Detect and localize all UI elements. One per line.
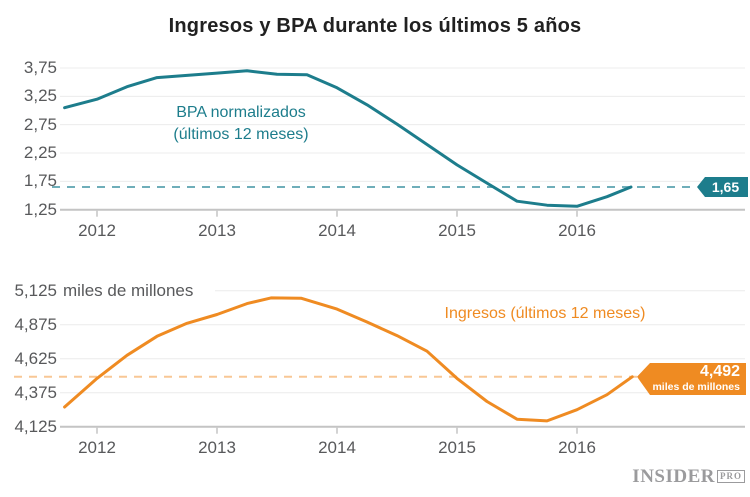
ingresos-series-annotation: Ingresos (últimos 12 meses) [433, 303, 657, 325]
bpa-x-tick-label: 2014 [318, 220, 356, 240]
bpa-x-tick-label: 2013 [198, 220, 236, 240]
ingresos-x-tick-label: 2013 [198, 437, 236, 457]
ingresos-annotation-line1: Ingresos (últimos 12 meses) [444, 305, 646, 322]
ingresos-x-tick-label: 2014 [318, 437, 356, 457]
bpa-marker-tag [697, 177, 748, 198]
bpa-y-tick-label: 3,75 [23, 58, 57, 77]
ingresos-x-tick-label: 2012 [78, 437, 116, 457]
ingresos-y-axis-unit: miles de millones [63, 280, 194, 300]
ingresos-x-tick-label: 2015 [438, 437, 476, 457]
ingresos-marker-tag [637, 363, 746, 395]
ingresos-x-tick-label: 2016 [558, 437, 596, 457]
bpa-x-tick-label: 2012 [78, 220, 116, 240]
bpa-annotation-line2: (últimos 12 meses) [173, 126, 309, 143]
bpa-x-tick-label: 2015 [438, 220, 476, 240]
bpa-y-tick-label: 1,75 [23, 171, 57, 191]
bpa-series-line [63, 69, 633, 208]
ingresos-y-tick-label: 5,125 [14, 280, 57, 300]
bpa-y-tick-label: 1,25 [23, 199, 57, 219]
logo-wordmark: INSIDER [632, 466, 715, 487]
ingresos-marker-value: 4,492 [699, 363, 740, 380]
chart-title: Ingresos y BPA durante los últimos 5 año… [168, 15, 582, 37]
ingresos-y-tick-label: 4,125 [14, 416, 57, 436]
bpa-y-tick-label: 2,25 [23, 143, 57, 163]
bpa-y-tick-label: 3,25 [23, 86, 57, 106]
ingresos-y-tick-label: 4,625 [14, 348, 57, 368]
ingresos-series-line [63, 296, 634, 423]
bpa-annotation-line1: BPA normalizados [176, 104, 306, 121]
bpa-y-tick-label: 2,75 [23, 114, 57, 134]
ingresos-marker-unit: miles de millones [652, 381, 740, 393]
bpa-series-annotation: BPA normalizados (últimos 12 meses) [131, 102, 351, 146]
bpa-marker-value: 1,65 [711, 179, 740, 195]
ingresos-y-tick-label: 4,375 [14, 382, 57, 402]
insider-pro-logo: INSIDER PRO [632, 466, 745, 488]
ingresos-y-tick-label: 4,875 [14, 314, 57, 334]
bpa-x-tick-label: 2016 [558, 220, 596, 240]
logo-pro-badge: PRO [717, 470, 745, 483]
